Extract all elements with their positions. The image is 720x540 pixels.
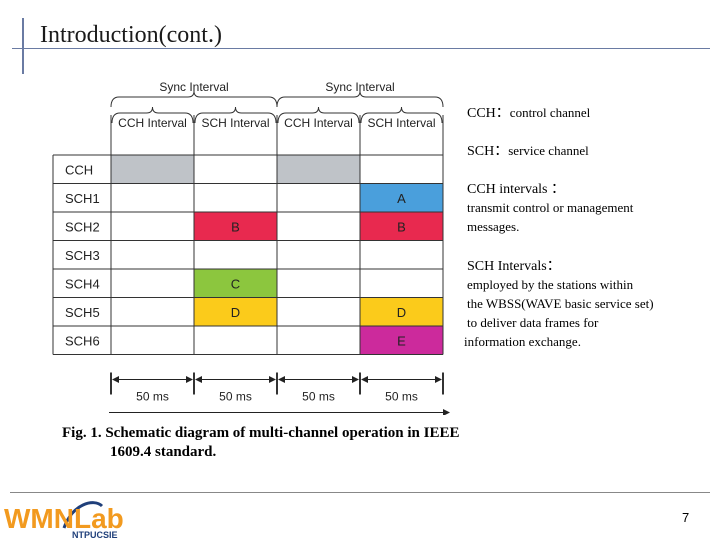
interval-brace bbox=[360, 106, 443, 124]
logo-sub-text: NTPUCSIE bbox=[72, 530, 118, 540]
title-accent-line bbox=[22, 18, 24, 74]
channel-cell bbox=[194, 269, 277, 298]
multi-channel-diagram: Sync Interval Sync Interval CCH Interval S… bbox=[52, 80, 450, 415]
caption-line-1: Fig. 1. Schematic diagram of multi-chann… bbox=[62, 425, 460, 441]
duration-label: 50 ms bbox=[136, 390, 169, 404]
footer-divider bbox=[10, 492, 710, 493]
channel-label: SCH3 bbox=[65, 248, 100, 263]
note-cch-intervals: CCH intervals ： transmit control or mana… bbox=[467, 178, 633, 236]
cell-label: B bbox=[231, 219, 240, 234]
channel-cell bbox=[360, 212, 443, 241]
interval-brace bbox=[277, 106, 360, 124]
figure-caption: Fig. 1. Schematic diagram of multi-chann… bbox=[62, 424, 460, 462]
duration-label: 50 ms bbox=[219, 390, 252, 404]
cell-label: A bbox=[397, 191, 406, 206]
sync-interval-brace bbox=[276, 90, 444, 108]
channel-label: SCH4 bbox=[65, 276, 100, 291]
channel-cell bbox=[111, 155, 194, 184]
caption-line-2: 1609.4 standard. bbox=[110, 444, 217, 460]
channel-label: CCH bbox=[65, 162, 93, 177]
interval-brace bbox=[194, 106, 277, 124]
interval-header-label: CCH Interval bbox=[118, 116, 187, 130]
channel-cell bbox=[360, 297, 443, 326]
wmnlab-logo: WMNLab NTPUCSIE bbox=[4, 501, 124, 540]
channel-cell bbox=[277, 155, 360, 184]
logo-swoosh bbox=[62, 501, 104, 529]
cell-label: B bbox=[397, 219, 406, 234]
cell-label: D bbox=[231, 305, 240, 320]
note-sch-intervals-line: employed by the stations within bbox=[467, 277, 634, 292]
note-cch-intervals-line: transmit control or management bbox=[467, 200, 634, 215]
note-sch-intervals-head: SCH Intervals： bbox=[467, 259, 561, 274]
title-underline bbox=[12, 48, 710, 49]
channel-label: SCH5 bbox=[65, 305, 100, 320]
note-sch-intervals: SCH Intervals： employed by the stations … bbox=[464, 255, 654, 351]
interval-header-label: CCH Interval bbox=[284, 116, 353, 130]
sync-interval-label: Sync Interval bbox=[325, 80, 394, 94]
interval-headers: CCH Interval SCH Interval CCH Interval SCH … bbox=[110, 106, 444, 155]
interval-header-label: SCH Interval bbox=[367, 116, 435, 130]
note-sch-intervals-line: information exchange. bbox=[464, 334, 581, 349]
logo-main-text: WMNLab bbox=[4, 503, 124, 534]
interval-header-label: SCH Interval bbox=[201, 116, 269, 130]
note-cch-head: CCH： bbox=[467, 106, 510, 121]
channel-label: SCH1 bbox=[65, 191, 100, 206]
sync-interval-brace bbox=[110, 90, 278, 108]
channel-label: SCH2 bbox=[65, 219, 100, 234]
note-cch-intervals-head: CCH intervals ： bbox=[467, 182, 565, 197]
note-sch: SCH：service channel bbox=[467, 140, 589, 160]
note-sch-text: service channel bbox=[508, 143, 589, 158]
channel-cell bbox=[360, 326, 443, 355]
channel-cell bbox=[194, 297, 277, 326]
sync-interval-label: Sync Interval bbox=[159, 80, 228, 94]
note-cch-text: control channel bbox=[509, 105, 591, 120]
note-sch-head: SCH： bbox=[467, 144, 509, 159]
slide-title: Introduction(cont.) bbox=[40, 22, 222, 48]
note-sch-intervals-line: the WBSS(WAVE basic service set) bbox=[467, 296, 654, 311]
note-sch-intervals-line: to deliver data frames for bbox=[467, 315, 599, 330]
page-number: 7 bbox=[682, 510, 690, 525]
interval-brace bbox=[111, 106, 194, 124]
channel-cell bbox=[360, 183, 443, 212]
note-cch-intervals-line: messages. bbox=[467, 219, 520, 234]
channel-cell bbox=[194, 212, 277, 241]
note-cch: CCH：control channel bbox=[467, 102, 590, 122]
duration-label: 50 ms bbox=[302, 390, 335, 404]
channel-label: SCH6 bbox=[65, 333, 100, 348]
sync-interval-braces: Sync Interval Sync Interval bbox=[110, 80, 444, 108]
cell-label: E bbox=[397, 333, 406, 348]
duration-label: 50 ms bbox=[385, 390, 418, 404]
cell-label: C bbox=[231, 276, 240, 291]
cell-label: D bbox=[397, 305, 406, 320]
